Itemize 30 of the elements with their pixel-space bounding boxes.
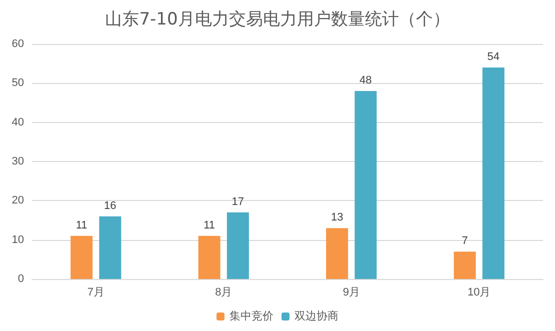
bar — [70, 236, 93, 279]
y-tick-label: 0 — [18, 273, 24, 285]
x-tick-label: 7月 — [87, 286, 104, 298]
bar — [226, 212, 249, 279]
y-tick-label: 10 — [12, 234, 24, 246]
x-tick-label: 9月 — [342, 286, 360, 298]
chart-title: 山东7-10月电力交易电力用户数量统计（个） — [105, 10, 450, 30]
data-label: 17 — [232, 196, 244, 208]
y-tick-label: 20 — [12, 194, 24, 207]
data-label: 11 — [76, 219, 88, 232]
y-tick-label: 30 — [12, 156, 24, 168]
legend-label: 集中竞价 — [230, 310, 274, 322]
y-tick-label: 60 — [12, 38, 24, 50]
bar — [354, 91, 377, 279]
x-tick-label: 10月 — [468, 286, 491, 298]
data-label: 11 — [204, 219, 216, 232]
data-label: 16 — [104, 200, 116, 212]
data-label: 7 — [462, 235, 468, 248]
bar — [454, 252, 476, 279]
bar — [99, 216, 122, 279]
legend-label: 双边协商 — [294, 310, 338, 322]
bar — [326, 228, 348, 279]
y-tick-label: 50 — [12, 77, 24, 90]
data-label: 13 — [330, 212, 344, 224]
data-label: 54 — [487, 51, 500, 63]
y-tick-label: 40 — [12, 116, 24, 128]
data-label: 48 — [360, 74, 372, 86]
bar — [482, 68, 504, 279]
x-tick-label: 8月 — [215, 286, 232, 298]
bar — [198, 236, 220, 279]
